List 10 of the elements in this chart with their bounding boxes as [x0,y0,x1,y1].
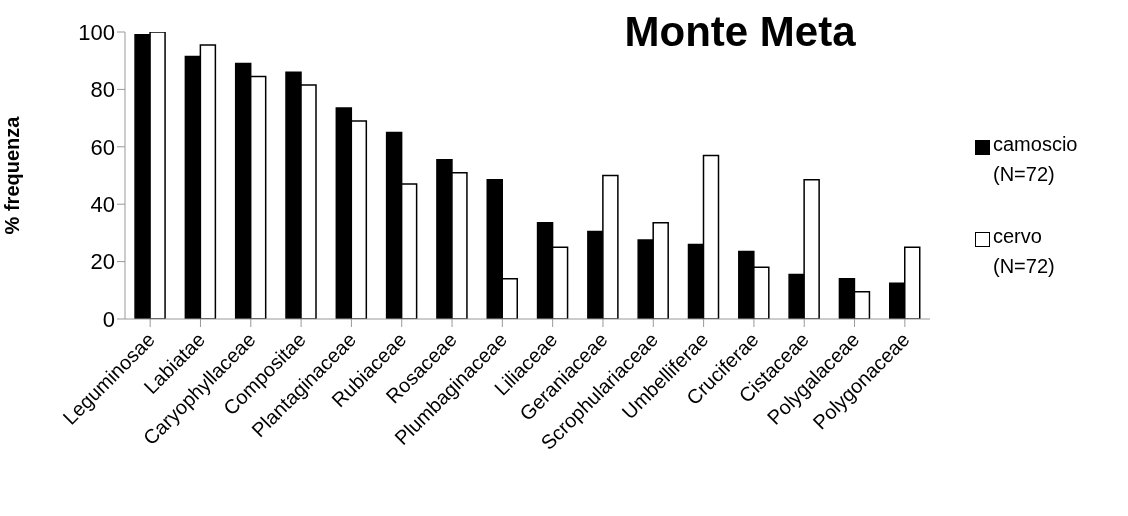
chart-title: Monte Meta [623,8,857,56]
y-tick-label: 100 [78,19,115,45]
y-tick-label: 60 [90,134,115,160]
legend-label: camoscio (N=72) [993,132,1078,187]
y-tick-label: 20 [90,249,115,275]
y-tick-label: 80 [90,77,115,103]
y-axis-title: % frequenza [1,115,24,235]
y-tick-label: 40 [90,192,115,218]
legend-label: cervo (N=72) [993,224,1056,279]
y-tick-label: 0 [102,306,115,332]
